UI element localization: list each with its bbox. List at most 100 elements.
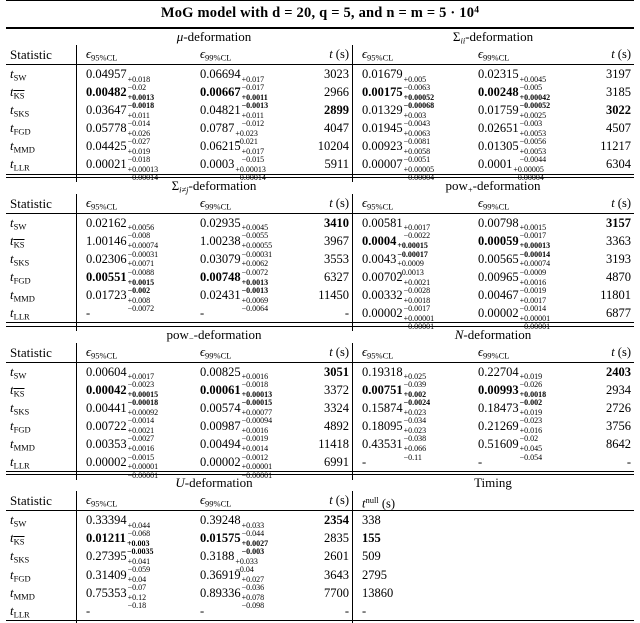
table-row: tSKS 0.27395 +0.041 −0.059 0.3188 +0.033 −0.04… [6,547,634,575]
value: - [478,454,483,469]
statistic-label: tLLR [10,305,30,322]
uncertainty: +0.0063 −0.0081 [404,129,431,146]
table-row: tKS 0.01211 +0.003 −0.0035 0.01575 +0.0027 −0.… [6,529,634,557]
cell-e95: 0.0004 +0.00015 −0.00017 [352,231,476,259]
uncertainty: +0.0021 −0.0027 [128,427,155,444]
t-header: t (s) [611,195,631,210]
plus-error: +0.12 [127,593,147,603]
minus-error: −0.036 [241,583,265,593]
minus-error: −0.00001 [241,470,273,480]
t-header: t (s) [329,47,349,61]
value: 10204 [317,139,349,154]
minus-error: −0.00001 [519,321,551,331]
table-row: tFGD 0.00722 +0.0021 −0.0027 0.00987 +0.0016−… [6,416,634,444]
value: 0.51609 [478,436,519,451]
header-rule [6,510,634,512]
cell-tnull: 509 [352,547,634,575]
uncertainty: +0.002 −0.0024 [404,390,431,407]
cell-e95: - [76,304,198,332]
uncertainty: +0.0053 −0.0044 [520,147,547,164]
plus-error: +0.0017 [519,295,547,305]
cell-t: 11450 [306,286,352,313]
cell-e95: 1.00146 +0.00074 −0.00031 [76,231,198,259]
t-header: t (s) [329,195,349,210]
table-row: tMMD 0.01723 +0.008 −0.0072 0.02431 +0.0069 −0… [6,286,634,314]
uncertainty: +0.0016 −0.0015 [128,445,155,462]
minus-error: −0.017 [241,82,265,92]
plus-error: +0.00013 [241,390,273,400]
minus-error: −0.044 [241,528,265,538]
value: - [362,454,367,469]
minus-error: −0.02 [519,434,539,444]
value: 0.00021 [86,157,127,172]
value: 11450 [318,288,349,303]
value: 0.01329 [362,103,403,118]
uncertainty: +0.00042 −0.00052 [520,93,551,110]
value: 0.00702 [362,270,403,285]
value: 0.0004 [362,233,397,248]
value: 0.00441 [86,400,127,415]
value: 0.00923 [362,139,403,154]
uncertainty: +0.019 −0.023 [520,408,543,425]
uncertainty: +0.017 −0.017 [241,75,265,92]
cell-e99: 0.01759 +0.0025 −0.003 [476,101,586,128]
deformation-subscript: − [188,333,194,343]
table-row: tLLR 0.00021 +0.00013 −0.00014 0.0003 +0.0001… [6,155,634,183]
cell-t: 3363 [586,232,634,259]
value: 4507 [606,121,631,136]
cell-e95: 0.75353 +0.12 −0.18 [76,583,198,611]
cell-e95: 0.01329 +0.003 −0.0043 [352,101,476,129]
value: 3643 [324,567,349,582]
plus-error: +0.0058 [403,146,431,156]
value: 2354 [324,513,349,528]
cell-t: 3185 [586,83,634,110]
value: 8642 [606,436,631,451]
statistic-header: Statistic [10,344,52,360]
section-mu-sigmaii: μ-deformation Σii-deformation Statistic … [6,29,634,183]
e99-header: ϵ99%CL [200,195,232,212]
value: 0.00574 [200,400,241,415]
value: 2899 [324,103,349,118]
value: 11418 [318,436,349,451]
uncertainty: +0.0014 −0.0012 [241,445,269,462]
cell-t: 3051 [306,363,352,390]
minus-error: −0.002 [519,398,543,408]
column-header-row: Statistic ϵ95%CL ϵ99%CL t (s) ϵ95%CL ϵ99… [6,45,634,68]
uncertainty: +0.023 −0.038 [404,427,427,444]
uncertainty: +0.00074 −0.00031 [128,242,159,259]
e95-header: ϵ95%CL [76,45,198,68]
cell-t: 6304 [586,155,634,182]
minus-error: −0.04 [235,565,254,575]
uncertainty: +0.0056 −0.008 [128,224,155,241]
cell-e95: 0.15874 +0.023 −0.034 [352,398,476,426]
section-title-left: pow−-deformation [76,327,352,347]
minus-error: −0.0012 [241,452,269,462]
uncertainty: +0.023 −0.034 [404,408,427,425]
minus-error: −0.18 [127,601,147,611]
cell-t: - [306,602,352,623]
uncertainty: +0.017 −0.015 [242,147,265,164]
minus-error: −0.0018 [127,100,155,110]
uncertainty: +0.041 −0.059 [128,557,151,574]
value: 3157 [606,215,631,230]
cell-tnull: 2795 [352,565,634,593]
uncertainty: +0.00077 −0.00094 [242,408,273,425]
value: 0.02431 [200,288,241,303]
plus-error: +0.0017 [403,223,431,233]
statistic-label: tMMD [10,287,35,304]
deformation-suffix: -deformation [463,326,532,342]
uncertainty: +0.066 −0.11 [404,445,427,462]
value: 4870 [606,270,631,285]
value: - [344,306,349,321]
uncertainty: +0.044 −0.068 [128,521,151,538]
uncertainty: +0.033 −0.04 [235,557,258,575]
value: 3193 [606,251,631,266]
deformation-suffix: -deformation [193,326,262,342]
deformation-symbol: μ [176,29,184,44]
uncertainty: +0.003 −0.0043 [404,111,431,128]
statistic-label: tLLR [10,602,30,620]
cell-t: 2934 [586,381,634,408]
value: 0.00042 [86,382,127,397]
section-titles-row: pow−-deformation N-deformation [6,326,634,344]
